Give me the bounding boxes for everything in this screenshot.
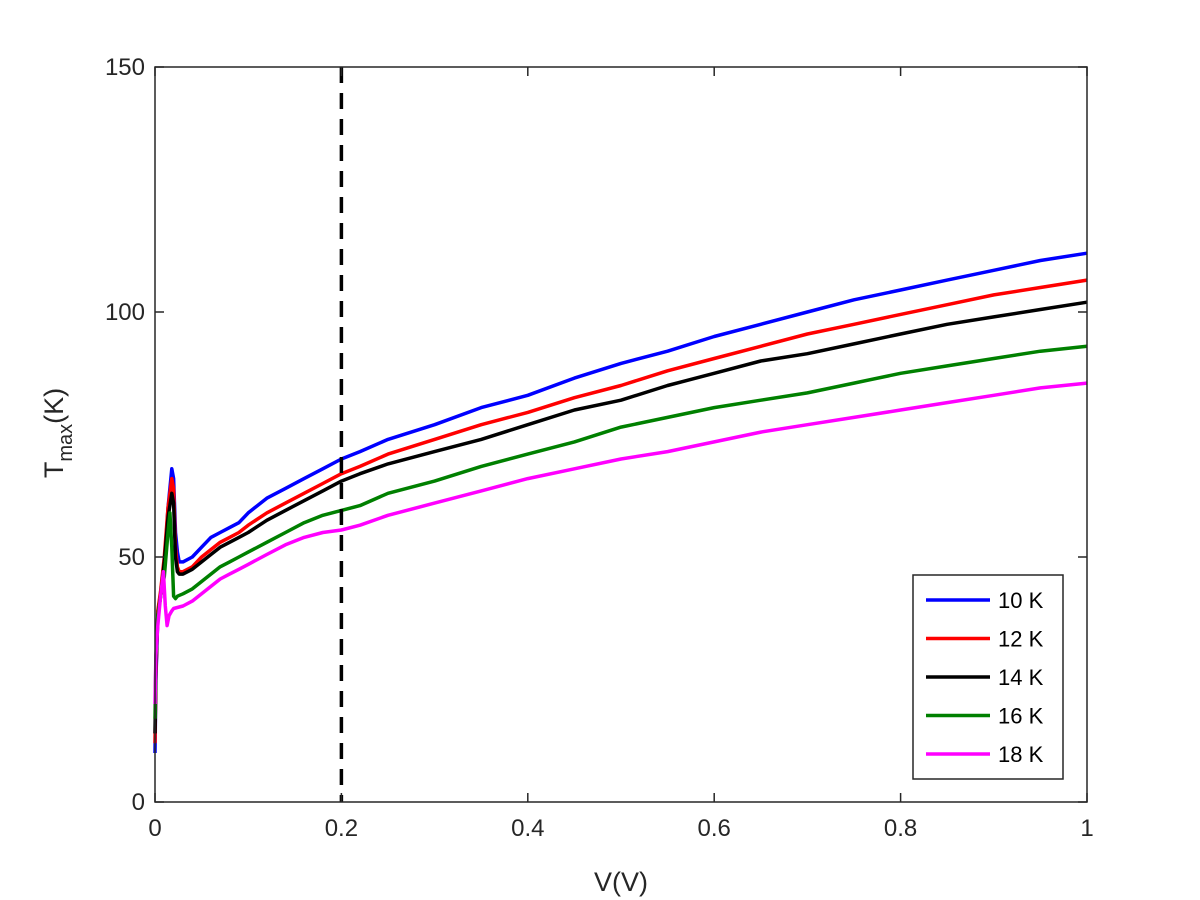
- y-tick-label: 100: [105, 299, 145, 326]
- series-line-5: [153, 381, 1088, 705]
- x-tick-label: 1: [1080, 815, 1093, 842]
- y-axis-label-tail: (K): [39, 388, 69, 424]
- x-tick-label: 0.6: [698, 815, 731, 842]
- y-tick-label: 50: [118, 544, 145, 571]
- x-tick-label: 0.4: [511, 815, 544, 842]
- y-axis-ticks: 0 50 100 150: [105, 54, 1087, 816]
- series-line-1: [153, 251, 1088, 754]
- x-axis-label: V(V): [594, 867, 648, 897]
- plot-area-box: [154, 66, 1088, 803]
- y-axis-label: Tmax(K): [39, 388, 77, 478]
- legend-label-5: 18 K: [998, 742, 1044, 767]
- legend-label-4: 16 K: [998, 704, 1044, 729]
- x-axis-ticks: 0 0.2 0.4 0.6 0.8 1: [148, 67, 1094, 842]
- x-tick-label: 0.8: [884, 815, 917, 842]
- svg-text:Tmax(K): Tmax(K): [39, 388, 77, 478]
- series-line-2: [153, 278, 1088, 744]
- series-layer: [153, 251, 1088, 754]
- y-tick-label: 0: [132, 789, 145, 816]
- x-tick-label: 0.2: [325, 815, 358, 842]
- y-axis-label-main: T: [39, 462, 69, 479]
- legend-label-3: 14 K: [998, 665, 1044, 690]
- series-line-4: [153, 344, 1088, 719]
- legend-label-2: 12 K: [998, 627, 1044, 652]
- y-tick-label: 150: [105, 54, 145, 81]
- series-line-3: [153, 300, 1088, 734]
- x-tick-label: 0: [148, 815, 161, 842]
- legend-label-1: 10 K: [998, 588, 1044, 613]
- legend: 10 K 12 K 14 K 16 K 18 K: [912, 574, 1064, 780]
- y-axis-label-subscript: max: [55, 424, 77, 462]
